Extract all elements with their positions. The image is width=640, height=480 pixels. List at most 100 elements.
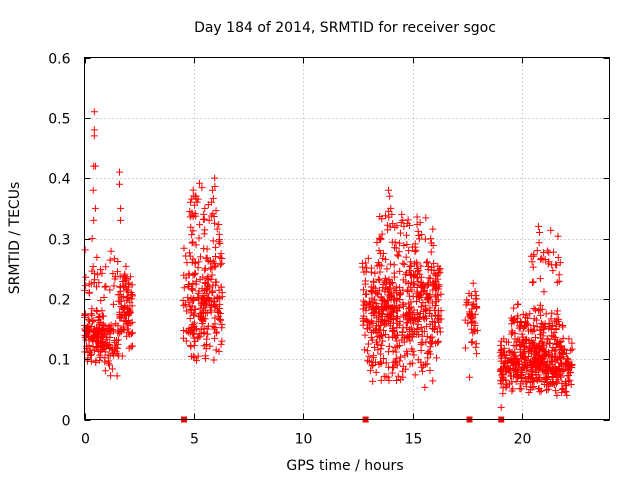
data-point [378,318,386,326]
data-point [376,212,384,220]
data-point [514,370,522,378]
data-point [96,329,104,337]
data-point [382,303,390,311]
data-point [186,249,194,257]
data-point [361,331,369,339]
data-point [532,334,539,342]
data-point [467,313,475,321]
data-point [395,304,403,312]
data-point [418,281,426,289]
y-tick-label: 0.2 [48,293,70,309]
data-point [554,232,562,240]
data-point [390,285,398,293]
data-point [535,239,543,247]
data-point [373,289,381,297]
data-point [529,278,537,286]
data-point [527,367,535,375]
data-point [553,391,561,399]
data-point [119,292,127,300]
data-point [185,271,193,279]
data-point [554,254,562,262]
data-point [112,337,120,345]
y-tick-label: 0.3 [48,233,70,249]
data-point [562,381,570,389]
data-point [95,334,103,342]
data-point [197,325,205,333]
data-point [427,334,435,342]
data-point [126,273,134,281]
data-point [419,313,427,321]
data-point [463,296,471,304]
data-point [382,359,390,367]
data-point [548,332,556,340]
data-point [386,192,394,200]
data-point [364,340,372,348]
data-point [375,308,383,316]
data-point [402,365,410,373]
data-point [415,293,423,301]
data-point [505,347,513,355]
data-point [546,339,554,347]
data-point [530,377,538,385]
data-point [400,260,408,268]
data-point [363,264,371,272]
data-point [417,273,425,281]
data-point [81,334,89,342]
data-point [121,270,129,278]
data-point [113,372,121,380]
data-point [377,262,385,270]
data-point [193,294,201,302]
data-point [563,391,571,399]
data-point [391,238,399,246]
data-point [218,324,226,332]
data-point [90,132,98,140]
data-point [376,268,384,276]
data-point [549,373,557,381]
data-point [558,361,566,369]
data-point [96,353,104,361]
data-point [418,367,426,375]
data-point [434,311,442,319]
data-point [436,324,444,332]
data-point [366,298,374,306]
data-point [398,210,406,218]
data-point [369,327,377,335]
data-point [126,330,134,338]
data-point [426,304,434,312]
data-point [497,367,505,375]
data-point [429,225,437,233]
data-point [547,226,555,234]
data-point [568,345,576,353]
data-point [189,352,197,360]
data-point [218,254,226,262]
data-point [207,302,215,310]
data-point [90,108,98,116]
data-point [92,328,100,336]
data-point [84,315,92,323]
data-point [514,357,522,365]
data-point [556,344,564,352]
data-point [213,294,221,302]
chart-title: Day 184 of 2014, SRMTID for receiver sgo… [194,20,496,36]
data-point [367,268,375,276]
data-point [186,207,194,215]
data-point [88,318,96,326]
data-point [534,222,542,230]
data-point [372,338,380,346]
data-point [81,246,89,254]
data-point [553,310,561,318]
data-point [405,247,413,255]
data-point [120,273,128,281]
data-point [359,286,367,294]
data-point [369,309,377,317]
data-point [203,254,211,262]
data-point [568,339,576,347]
data-point [211,182,219,190]
data-point [201,266,209,274]
data-point [125,280,133,288]
data-point [537,365,545,373]
data-point [417,323,425,331]
data-point [498,376,506,384]
data-point [416,219,424,227]
data-point [116,311,124,319]
